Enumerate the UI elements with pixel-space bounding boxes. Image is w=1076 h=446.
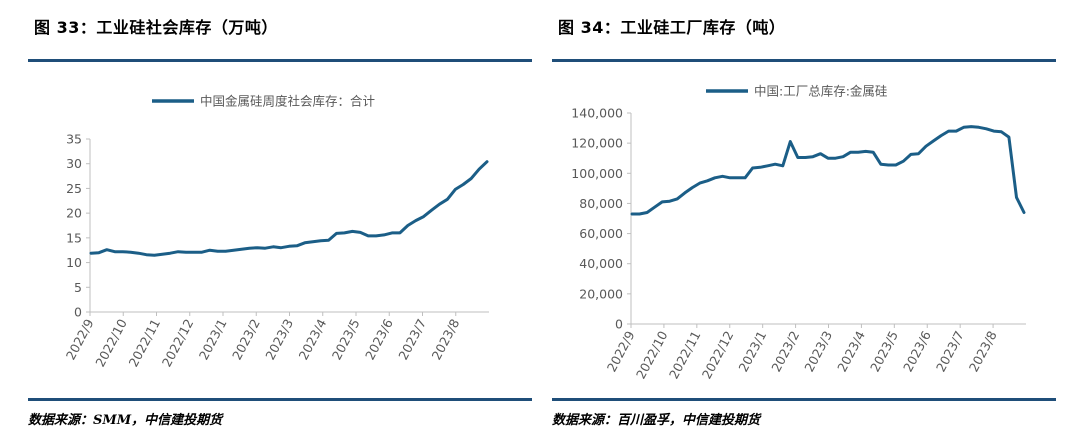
- y-tick-label: 20: [66, 206, 82, 221]
- y-tick-label: 35: [66, 132, 82, 147]
- x-tick-label: 2023/2: [229, 316, 263, 362]
- x-tick-label: 2023/7: [933, 328, 967, 374]
- data-source: 数据来源：百川盈孚，中信建投期货: [552, 413, 761, 428]
- y-tick-label: 0: [615, 317, 623, 332]
- y-tick-label: 60,000: [579, 226, 623, 241]
- data-source: 数据来源：SMM，中信建投期货: [28, 413, 223, 428]
- x-tick-label: 2023/5: [867, 328, 901, 374]
- legend-label: 中国金属硅周度社会库存：合计: [200, 94, 375, 109]
- x-tick-label: 2023/7: [395, 316, 429, 362]
- figure-title: 图 33：工业硅社会库存（万吨）: [34, 18, 278, 37]
- y-tick-label: 20,000: [579, 286, 623, 301]
- y-tick-label: 80,000: [579, 196, 623, 211]
- source-divider: [552, 398, 1056, 401]
- right-figure-panel: 图 34：工业硅工厂库存（吨） 中国:工厂总库存:金属硅 0 20,000 40,00…: [552, 0, 1072, 446]
- factory-inventory-line-chart: 中国:工厂总库存:金属硅 0 20,000 40,000 60,000 80,000 100…: [571, 84, 1026, 381]
- y-tick-label: 10: [66, 255, 82, 270]
- x-tick-label: 2022/12: [699, 328, 737, 381]
- y-tick-label: 100,000: [571, 166, 623, 181]
- x-tick-label: 2023/8: [429, 316, 463, 362]
- x-tick-label: 2022/12: [159, 316, 197, 369]
- series-line: [89, 160, 489, 257]
- x-tick-label: 2022/10: [633, 328, 671, 381]
- y-tick-label: 25: [66, 181, 82, 196]
- x-tick-label: 2022/10: [92, 316, 130, 369]
- x-tick-label: 2023/8: [966, 328, 1000, 374]
- x-tick-label: 2022/9: [63, 316, 97, 362]
- x-tick-label: 2023/4: [296, 316, 330, 362]
- title-divider: [28, 59, 532, 62]
- y-tick-label: 30: [66, 156, 82, 171]
- social-inventory-line-chart: 中国金属硅周度社会库存：合计051015202530352022/92022/1…: [63, 94, 489, 369]
- y-tick-label: 15: [66, 230, 82, 245]
- x-tick-label: 2023/2: [768, 328, 802, 374]
- figure-title: 图 34：工业硅工厂库存（吨）: [558, 18, 786, 37]
- x-tick-label: 2022/11: [126, 316, 164, 369]
- x-tick-label: 2023/1: [735, 328, 769, 374]
- x-tick-label: 2023/6: [362, 316, 396, 362]
- legend-label: 中国:工厂总库存:金属硅: [754, 84, 887, 99]
- title-divider: [552, 59, 1056, 62]
- y-tick-label: 120,000: [571, 136, 623, 151]
- x-tick-label: 2023/6: [900, 328, 934, 374]
- y-tick-label: 40,000: [579, 256, 623, 271]
- x-tick-label: 2023/1: [196, 316, 230, 362]
- source-divider: [28, 398, 532, 401]
- x-tick-label: 2023/3: [262, 316, 296, 362]
- y-tick-label: 5: [74, 280, 82, 295]
- y-tick-label: 140,000: [571, 106, 623, 121]
- left-figure-panel: 图 33：工业硅社会库存（万吨） 中国金属硅周度社会库存：合计 0 5 10 15 20 2…: [28, 0, 548, 446]
- x-tick-label: 2023/3: [801, 328, 835, 374]
- y-tick-label: 0: [74, 305, 82, 320]
- x-tick-label: 2022/9: [604, 328, 638, 374]
- x-tick-label: 2023/4: [834, 328, 868, 374]
- x-tick-label: 2023/5: [329, 316, 363, 362]
- series-line: [630, 125, 1026, 216]
- x-tick-label: 2022/11: [666, 328, 704, 381]
